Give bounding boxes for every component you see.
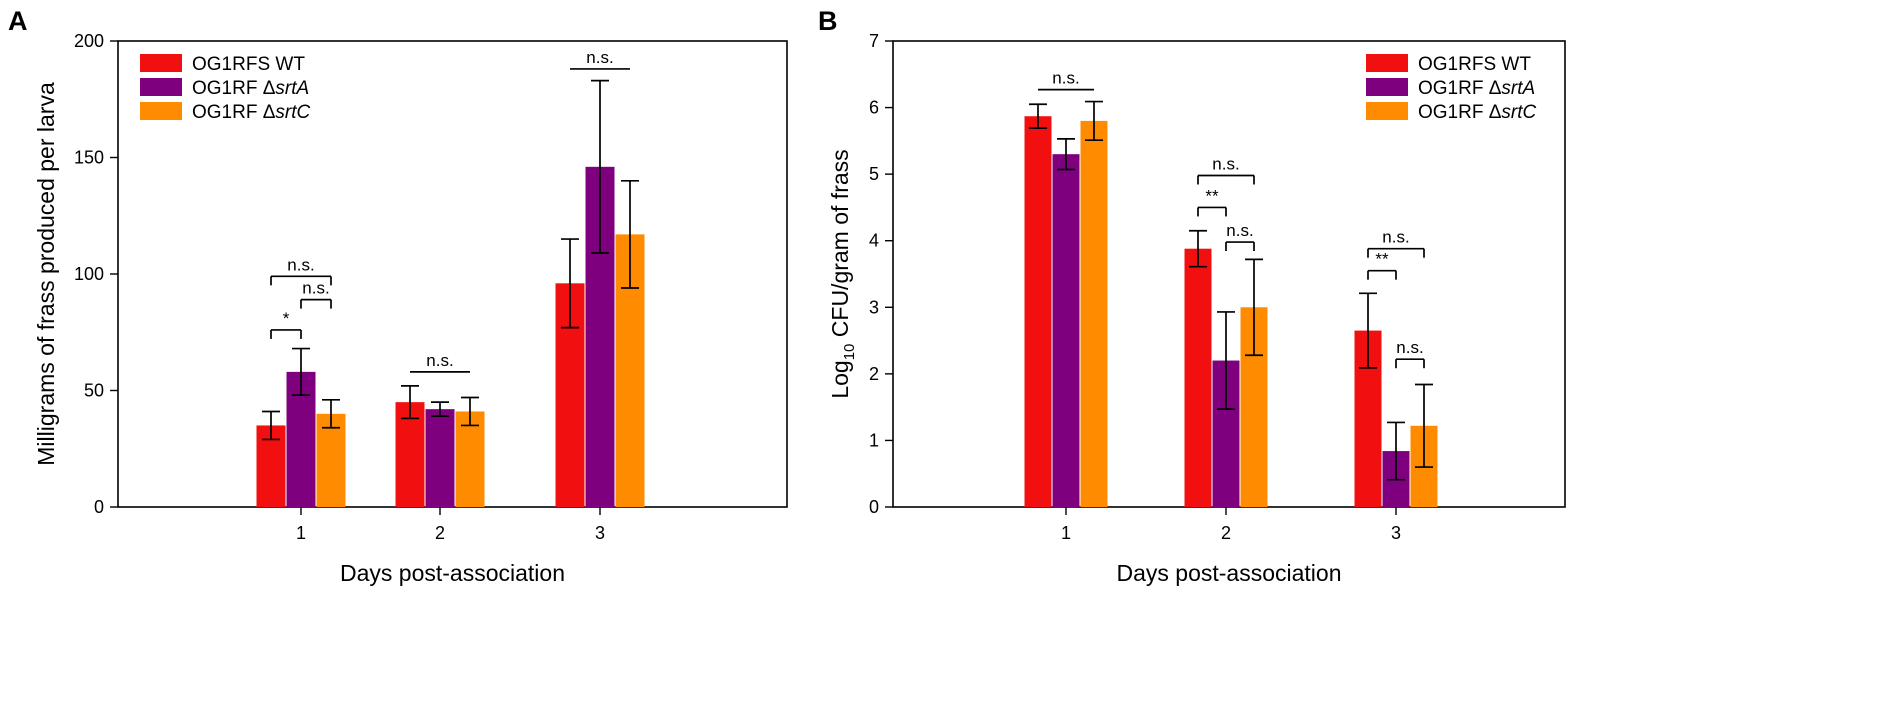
legend-swatch-srtA [1366,78,1408,96]
bar-srtA-day1 [1052,154,1080,507]
y-tick-label: 150 [74,148,104,168]
legend-label: OG1RFS WT [1418,54,1531,75]
panel-b: B 0 1 2 3 4 5 6 7 1 2 3 Days post-association Log10 C… [818,6,1566,586]
legend-swatch-wt [140,54,182,72]
y-tick-label: 200 [74,31,104,51]
x-tick-label: 1 [1061,523,1071,543]
significance-label: n.s. [1396,338,1423,357]
significance-label: ** [1375,250,1389,269]
x-axis-title: Days post-association [340,560,565,586]
bar-wt-day2 [1184,248,1212,507]
bar-srtC-day2 [455,411,485,507]
significance-label: n.s. [1382,228,1409,247]
x-tick-label: 3 [595,523,605,543]
significance-label: n.s. [287,255,314,274]
panel-letter: B [818,6,838,36]
bar-srtC-day1 [316,413,346,507]
y-tick-label: 7 [869,31,879,51]
significance-label: n.s. [1226,221,1253,240]
significance-label: ** [1205,186,1219,205]
y-tick-label: 5 [869,164,879,184]
panel-letter: A [8,6,28,36]
legend-swatch-wt [1366,54,1408,72]
y-axis-title: Milligrams of frass produced per larva [33,82,59,466]
x-tick-label: 2 [1221,523,1231,543]
y-tick-label: 1 [869,430,879,450]
significance-label: n.s. [586,48,613,67]
significance-label: n.s. [1052,69,1079,88]
bar-wt-day2 [395,402,425,507]
y-tick-label: 2 [869,364,879,384]
x-axis-title: Days post-association [1117,560,1342,586]
y-tick-label: 6 [869,98,879,118]
bar-wt-day1 [1024,116,1052,508]
legend-label: OG1RF ΔsrtA [1418,78,1535,99]
significance-label: n.s. [1212,154,1239,173]
x-tick-label: 2 [435,523,445,543]
significance-label: * [283,309,290,328]
legend-swatch-srtA [140,78,182,96]
legend-label: OG1RF ΔsrtA [192,78,309,99]
y-tick-label: 0 [94,497,104,517]
bar-srtC-day1 [1080,120,1108,507]
legend-label: OG1RFS WT [192,54,305,75]
bar-srtA-day2 [425,409,455,507]
significance-label: n.s. [426,351,453,370]
significance-label: n.s. [302,279,329,298]
y-tick-label: 3 [869,297,879,317]
y-axis-title: Log10 CFU/gram of frass [827,149,858,398]
y-tick-label: 100 [74,264,104,284]
panel-a: A 0 50 100 150 200 1 2 3 Days post-association Mil… [8,6,788,586]
x-tick-label: 1 [296,523,306,543]
y-tick-label: 50 [84,381,104,401]
legend-label: OG1RF ΔsrtC [192,102,311,123]
y-tick-label: 4 [869,231,879,251]
legend-swatch-srtC [140,102,182,120]
legend-swatch-srtC [1366,102,1408,120]
x-tick-label: 3 [1391,523,1401,543]
legend-label: OG1RF ΔsrtC [1418,102,1537,123]
y-tick-label: 0 [869,497,879,517]
